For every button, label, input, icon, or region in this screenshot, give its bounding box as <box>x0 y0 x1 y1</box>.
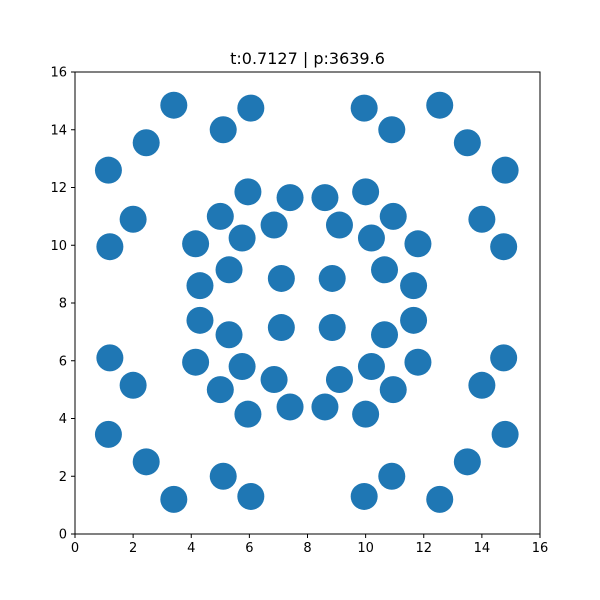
x-tick-label-7: 14 <box>474 541 491 556</box>
y-tick-label-7: 14 <box>50 123 67 138</box>
x-tick-label-2: 4 <box>187 541 195 556</box>
points-layer <box>94 91 519 513</box>
scatter-point-33 <box>260 211 288 239</box>
scatter-point-55 <box>404 348 432 376</box>
scatter-point-45 <box>400 272 428 300</box>
scatter-point-39 <box>404 230 432 258</box>
y-tick-label-1: 2 <box>59 470 67 485</box>
scatter-point-58 <box>206 376 234 404</box>
scatter-point-14 <box>96 344 124 372</box>
scatter-point-50 <box>318 314 346 342</box>
scatter-point-3 <box>132 129 160 157</box>
scatter-point-63 <box>352 400 380 428</box>
scatter-point-59 <box>379 376 407 404</box>
scatter-point-56 <box>260 366 288 394</box>
scatter-point-8 <box>426 91 454 119</box>
scatter-point-38 <box>357 224 385 252</box>
scatter-point-47 <box>400 306 428 334</box>
scatter-point-24 <box>453 448 481 476</box>
scatter-point-36 <box>182 230 210 258</box>
scatter-point-7 <box>350 94 378 122</box>
scatter-point-5 <box>119 205 147 233</box>
scatter-point-1 <box>237 94 265 122</box>
x-tick-label-5: 10 <box>357 541 374 556</box>
scatter-point-44 <box>186 272 214 300</box>
scatter-point-19 <box>160 485 188 513</box>
scatter-point-18 <box>209 462 237 490</box>
scatter-point-20 <box>237 482 265 510</box>
scatter-point-32 <box>206 202 234 230</box>
scatter-point-4 <box>94 156 122 184</box>
scatter-point-0 <box>160 91 188 119</box>
chart-title: t:0.7127 | p:3639.6 <box>230 49 385 68</box>
scatter-point-46 <box>186 306 214 334</box>
scatter-point-31 <box>352 178 380 206</box>
scatter-point-28 <box>234 178 262 206</box>
scatter-point-54 <box>357 353 385 381</box>
scatter-point-12 <box>468 205 496 233</box>
y-tick-label-8: 16 <box>50 66 67 81</box>
scatter-point-48 <box>215 321 243 349</box>
x-tick-label-0: 0 <box>71 541 79 556</box>
scatter-point-29 <box>276 184 304 212</box>
y-tick-label-4: 8 <box>59 297 67 312</box>
scatter-point-30 <box>311 184 339 212</box>
scatter-point-6 <box>96 233 124 261</box>
scatter-point-2 <box>209 116 237 144</box>
scatter-point-16 <box>94 420 122 448</box>
scatter-point-43 <box>371 256 399 284</box>
scatter-point-23 <box>491 420 519 448</box>
x-tick-label-4: 8 <box>303 541 311 556</box>
scatter-point-62 <box>311 393 339 421</box>
x-tick-label-3: 6 <box>245 541 253 556</box>
y-tick-label-2: 4 <box>59 412 67 427</box>
ticks-layer: 0 2 4 6 8 10 12 14 16 0 2 4 6 8 10 12 14 16 <box>50 66 548 557</box>
scatter-point-53 <box>228 353 256 381</box>
scatter-point-10 <box>453 129 481 157</box>
y-tick-label-5: 10 <box>50 239 67 254</box>
y-tick-label-6: 12 <box>50 181 67 196</box>
scatter-point-61 <box>276 393 304 421</box>
y-tick-label-3: 6 <box>59 354 67 369</box>
scatter-point-57 <box>325 366 353 394</box>
scatter-point-34 <box>325 211 353 239</box>
scatter-point-25 <box>378 462 406 490</box>
scatter-point-51 <box>371 321 399 349</box>
scatter-point-27 <box>350 482 378 510</box>
x-tick-label-1: 2 <box>129 541 137 556</box>
y-tick-label-0: 0 <box>59 528 67 543</box>
scatter-point-13 <box>490 233 518 261</box>
scatter-point-17 <box>132 448 160 476</box>
scatter-point-41 <box>267 264 295 292</box>
scatter-point-22 <box>468 371 496 399</box>
scatter-point-42 <box>318 264 346 292</box>
scatter-point-15 <box>119 371 147 399</box>
scatter-point-49 <box>267 314 295 342</box>
scatter-point-60 <box>234 400 262 428</box>
scatter-point-11 <box>491 156 519 184</box>
scatter-point-37 <box>228 224 256 252</box>
scatter-point-9 <box>378 116 406 144</box>
axes-frame <box>74 71 541 535</box>
scatter-point-52 <box>182 348 210 376</box>
x-tick-label-8: 16 <box>532 541 549 556</box>
scatter-point-35 <box>379 202 407 230</box>
x-tick-label-6: 12 <box>415 541 432 556</box>
scatter-point-21 <box>490 344 518 372</box>
scatter-point-26 <box>426 485 454 513</box>
scatter-point-40 <box>215 256 243 284</box>
